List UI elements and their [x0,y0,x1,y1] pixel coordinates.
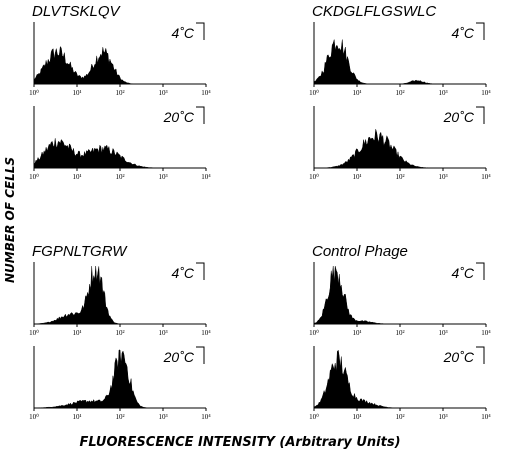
x-tick-label: 10⁴ [481,173,491,181]
temperature-label: 20˚C [163,109,195,125]
x-axis-label: FLUORESCENCE INTENSITY (Arbitrary Units) [79,435,400,450]
x-tick-label: 10⁰ [309,89,319,97]
x-tick-label: 10¹ [352,329,361,337]
x-tick-label: 10¹ [352,89,361,97]
x-tick-label: 10² [115,173,124,181]
x-tick-label: 10² [395,413,404,421]
y-axis-label: NUMBER OF CELLS [3,157,17,283]
panel-title: DLVTSKLQV [32,3,122,20]
corner-bracket [476,262,485,280]
x-tick-label: 10¹ [72,413,81,421]
histogram-subplot: 20˚C 10⁰ 10¹ 10² 10³ 10⁴ [29,346,211,421]
panel-0: DLVTSKLQV 4˚C 10⁰ 10¹ 10² 10³ 10⁴ 20˚C 10⁰ 10¹ 10²… [29,3,211,181]
x-tick-label: 10² [395,173,404,181]
temperature-label: 20˚C [443,349,475,365]
x-tick-label: 10⁴ [481,413,491,421]
x-tick-label: 10⁰ [309,413,319,421]
corner-bracket [196,262,205,280]
x-tick-label: 10² [115,89,124,97]
histogram-area [313,39,486,85]
temperature-label: 20˚C [443,109,475,125]
x-tick-label: 10² [395,329,404,337]
panel-title: Control Phage [312,243,408,260]
panel-3: Control Phage 4˚C 10⁰ 10¹ 10² 10³ 10⁴ 20˚C 10⁰ 10… [309,243,491,421]
x-tick-label: 10³ [438,173,447,181]
x-tick-label: 10⁴ [201,329,211,337]
corner-bracket [476,106,485,124]
x-tick-label: 10² [115,413,124,421]
x-tick-label: 10⁰ [29,329,39,337]
x-tick-label: 10⁴ [481,89,491,97]
x-tick-label: 10³ [158,89,167,97]
x-tick-label: 10³ [158,173,167,181]
histogram-area [33,138,206,169]
histogram-subplot: 20˚C 10⁰ 10¹ 10² 10³ 10⁴ [309,106,491,181]
x-tick-label: 10¹ [72,89,81,97]
x-tick-label: 10⁴ [481,329,491,337]
x-tick-label: 10³ [158,329,167,337]
x-tick-label: 10⁰ [29,413,39,421]
corner-bracket [196,346,205,364]
panel-title: FGPNLTGRW [32,243,128,260]
histogram-subplot: 4˚C 10⁰ 10¹ 10² 10³ 10⁴ [309,262,491,337]
x-tick-label: 10¹ [352,413,361,421]
panel-1: CKDGLFLGSWLC 4˚C 10⁰ 10¹ 10² 10³ 10⁴ 20˚C 10⁰ 10¹… [309,3,491,181]
temperature-label: 4˚C [451,265,474,281]
panel-2: FGPNLTGRW 4˚C 10⁰ 10¹ 10² 10³ 10⁴ 20˚C 10⁰ 10¹ 10²… [29,243,211,421]
histogram-subplot: 20˚C 10⁰ 10¹ 10² 10³ 10⁴ [309,346,491,421]
corner-bracket [196,106,205,124]
corner-bracket [476,346,485,364]
x-tick-label: 10¹ [72,173,81,181]
temperature-label: 4˚C [451,25,474,41]
x-tick-label: 10⁰ [309,173,319,181]
corner-bracket [476,22,485,40]
x-tick-label: 10³ [438,329,447,337]
histogram-subplot: 4˚C 10⁰ 10¹ 10² 10³ 10⁴ [29,262,211,337]
x-tick-label: 10² [395,89,404,97]
panels-group: DLVTSKLQV 4˚C 10⁰ 10¹ 10² 10³ 10⁴ 20˚C 10⁰ 10¹ 10²… [29,3,491,421]
x-tick-label: 10⁴ [201,413,211,421]
corner-bracket [196,22,205,40]
x-tick-label: 10³ [158,413,167,421]
histogram-subplot: 4˚C 10⁰ 10¹ 10² 10³ 10⁴ [29,22,211,97]
x-tick-label: 10¹ [72,329,81,337]
x-tick-label: 10⁴ [201,89,211,97]
histogram-area [314,129,486,169]
histogram-area [33,45,206,85]
x-tick-label: 10³ [438,89,447,97]
temperature-label: 4˚C [171,25,194,41]
x-tick-label: 10¹ [352,173,361,181]
x-tick-label: 10⁰ [29,89,39,97]
x-tick-label: 10⁰ [29,173,39,181]
x-tick-label: 10² [115,329,124,337]
x-tick-label: 10³ [438,413,447,421]
x-tick-label: 10⁴ [201,173,211,181]
temperature-label: 20˚C [163,349,195,365]
panel-title: CKDGLFLGSWLC [312,3,436,20]
x-tick-label: 10⁰ [309,329,319,337]
histogram-subplot: 20˚C 10⁰ 10¹ 10² 10³ 10⁴ [29,106,211,181]
temperature-label: 4˚C [171,265,194,281]
histogram-subplot: 4˚C 10⁰ 10¹ 10² 10³ 10⁴ [309,22,491,97]
